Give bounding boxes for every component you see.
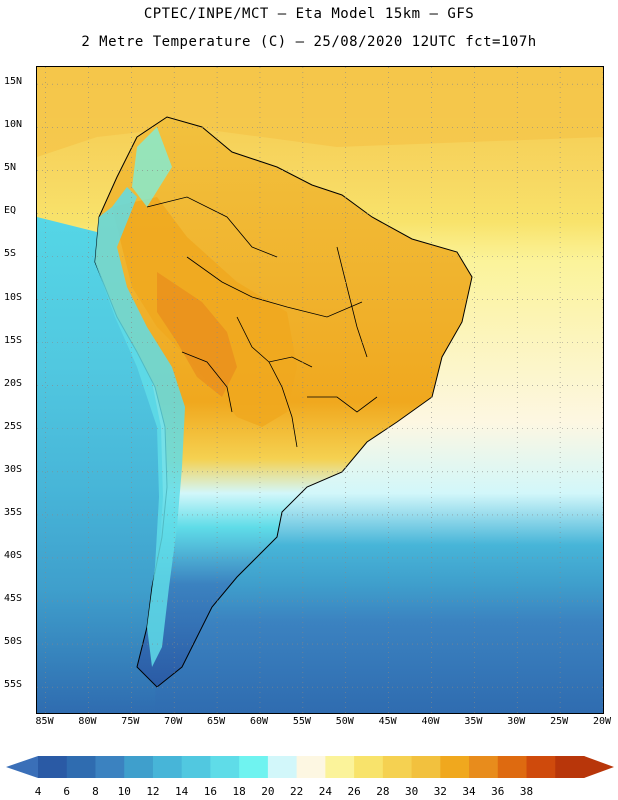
lon-label: 75W [121,716,140,727]
colorbar-swatch [267,756,298,778]
colorbar-swatch [411,756,441,778]
colorbar-level-label: 14 [175,785,189,798]
lat-label: 5S [4,248,17,260]
lat-label: 35S [4,506,23,518]
lat-label: 55S [4,679,23,691]
colorbar-over-arrow [584,756,614,778]
lat-label: 15S [4,334,23,346]
title-line-2: 2 Metre Temperature (C) – 25/08/2020 12U… [81,34,537,50]
country-borders [146,196,378,448]
hottest-region [157,272,237,397]
tropical-warm-band [37,67,603,157]
andes-cold-strip [95,187,185,667]
colorbar-level-label: 18 [232,785,246,798]
lon-label: 35W [464,716,483,727]
colorbar-level-label: 36 [491,785,505,798]
colorbar-level-label: 12 [146,785,160,798]
colorbar-level-label: 30 [404,785,419,798]
lon-label: 55W [292,716,311,727]
colorbar-level-label: 28 [376,785,390,798]
colorbar-level-label: 10 [117,785,131,798]
lat-label: 25S [4,420,23,432]
lon-label: 30W [507,716,526,727]
colorbar-swatch [325,756,355,778]
colorbar [6,756,614,778]
colorbar-swatch [526,756,556,778]
colorbar-level-label: 34 [462,785,476,798]
lat-label: 20S [4,377,23,389]
colorbar-swatch [124,756,154,778]
colorbar-swatch [555,756,585,778]
colorbar-swatch [440,756,470,778]
lon-label: 65W [207,716,226,727]
lat-label: 15N [4,76,23,88]
colorbar-swatch [210,756,240,778]
colorbar-level-label: 4 [34,785,42,798]
colorbar-level-label: 26 [347,785,361,798]
lon-label: 45W [378,716,397,727]
lat-label: 50S [4,636,23,648]
colorbar-level-label: 16 [203,785,218,798]
northern-andes-cold [132,127,172,207]
lon-label: 70W [164,716,183,727]
lat-label: 45S [4,593,23,605]
map-canvas [37,67,603,713]
colorbar-swatch [296,756,326,778]
lat-label: 10S [4,291,23,303]
lat-label: 40S [4,549,23,561]
lat-label: 10N [4,119,23,131]
lon-label: 20W [592,716,612,727]
colorbar-swatch [497,756,528,778]
temperature-map [36,66,604,714]
colorbar-swatch [469,756,499,778]
colorbar-under-arrow [6,756,38,778]
colorbar-swatch [181,756,211,778]
title-line-1: CPTEC/INPE/MCT – Eta Model 15km – GFS [143,6,475,22]
lon-label: 40W [421,716,440,727]
lon-label: 50W [335,716,354,727]
colorbar-swatch [152,756,183,778]
lat-label: EQ [4,205,17,217]
colorbar-swatch [38,756,68,778]
lon-label: 25W [550,716,569,727]
colorbar-level-label: 24 [318,785,332,798]
colorbar-level-label: 8 [92,785,99,798]
lat-label: 30S [4,463,23,475]
colorbar-swatch [382,756,413,778]
lon-label: 60W [249,716,268,727]
colorbar-level-label: 32 [433,785,447,798]
lat-label: 5N [4,162,17,174]
colorbar-level-label: 22 [290,785,304,798]
colorbar-swatch [354,756,384,778]
colorbar-level-label: 38 [519,785,534,798]
lon-label: 85W [35,716,54,727]
colorbar-swatch [239,756,269,778]
colorbar-level-label: 6 [63,785,71,798]
colorbar-swatch [95,756,125,778]
lon-label: 80W [78,716,97,727]
colorbar-level-label: 20 [261,785,275,798]
colorbar-swatch [66,756,96,778]
